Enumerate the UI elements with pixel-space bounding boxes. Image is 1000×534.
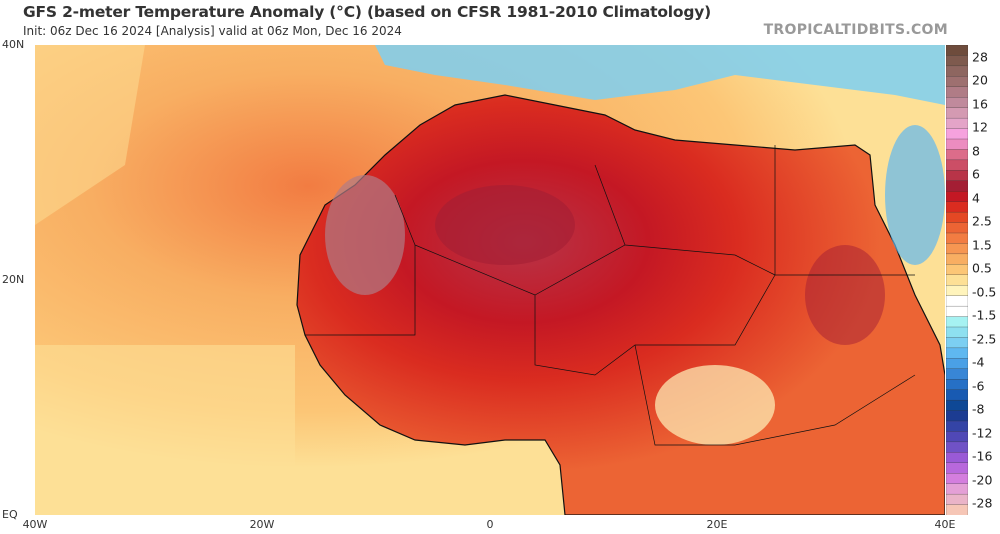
colorbar-swatch (946, 45, 968, 57)
ocean-south-field (35, 345, 295, 515)
colorbar-swatch (946, 243, 968, 255)
colorbar-swatch (946, 222, 968, 234)
colorbar (946, 45, 968, 515)
colorbar-label: -16 (972, 448, 993, 464)
colorbar-label: -12 (972, 425, 993, 441)
colorbar-swatch (946, 462, 968, 474)
colorbar-swatch (946, 389, 968, 401)
colorbar-label: -1.5 (972, 307, 997, 323)
colorbar-label: 6 (972, 166, 980, 182)
colorbar-label: -2.5 (972, 331, 997, 347)
colorbar-swatch (946, 316, 968, 328)
lat-label-eq: EQ (2, 508, 18, 521)
colorbar-swatch (946, 473, 968, 485)
colorbar-label: 12 (972, 119, 988, 135)
colorbar-swatch (946, 117, 968, 130)
colorbar-swatch (946, 191, 968, 203)
colorbar-label: -0.5 (972, 284, 997, 300)
country-borders (305, 145, 916, 446)
lon-label-40w: 40W (22, 518, 48, 531)
colorbar-swatch (946, 170, 968, 182)
colorbar-swatch (946, 305, 968, 318)
lon-label-40e: 40E (934, 518, 956, 531)
colorbar-label: 20 (972, 72, 988, 88)
temperature-anomaly-map[interactable] (35, 45, 945, 515)
colorbar-label: -6 (972, 378, 985, 394)
colorbar-swatch (946, 274, 968, 286)
colorbar-swatch (946, 441, 968, 453)
colorbar-label: 28 (972, 49, 988, 65)
colorbar-swatch (946, 159, 968, 171)
colorbar-swatch (946, 295, 968, 307)
colorbar-label: -8 (972, 401, 985, 417)
lat-label-40n: 40N (2, 38, 25, 51)
colorbar-swatch (946, 232, 968, 245)
colorbar-label: -4 (972, 354, 985, 370)
colorbar-label: 1.5 (972, 237, 992, 253)
colorbar-swatch (946, 76, 968, 88)
colorbar-swatch (946, 483, 968, 495)
colorbar-swatch (946, 431, 968, 443)
lon-label-20w: 20W (249, 518, 275, 531)
colorbar-swatch (946, 368, 968, 380)
colorbar-swatch (946, 452, 968, 464)
colorbar-swatch (946, 358, 968, 370)
colorbar-swatch (946, 180, 968, 192)
colorbar-label: 2.5 (972, 213, 992, 229)
colorbar-swatch (946, 65, 968, 77)
colorbar-swatch (946, 138, 968, 151)
colorbar-swatch (946, 107, 968, 119)
colorbar-swatch (946, 285, 968, 297)
colorbar-swatch (946, 55, 968, 67)
colorbar-swatch (946, 504, 968, 515)
colorbar-label: 0.5 (972, 260, 992, 276)
colorbar-swatch (946, 201, 968, 213)
hot-anomaly-sudan (805, 245, 885, 345)
colorbar-label: 4 (972, 190, 980, 206)
colorbar-label: -28 (972, 495, 993, 511)
map-title: GFS 2-meter Temperature Anomaly (°C) (ba… (23, 3, 712, 21)
colorbar-swatch (946, 347, 968, 359)
lon-label-20e: 20E (706, 518, 728, 531)
colorbar-swatch (946, 128, 968, 140)
colorbar-swatch (946, 420, 968, 433)
colorbar-swatch (946, 264, 968, 276)
colorbar-label: -20 (972, 472, 993, 488)
cool-anomaly-central-africa (655, 365, 775, 445)
colorbar-swatch (946, 253, 968, 265)
colorbar-swatch (946, 211, 968, 224)
lon-label-0: 0 (486, 518, 494, 531)
colorbar-swatch (946, 399, 968, 412)
colorbar-label: 16 (972, 96, 988, 112)
colorbar-swatch (946, 493, 968, 506)
hot-anomaly-west-sahara (325, 175, 405, 295)
colorbar-label: 8 (972, 143, 980, 159)
lat-label-20n: 20N (2, 273, 25, 286)
colorbar-swatch (946, 86, 968, 98)
map-subtitle: Init: 06z Dec 16 2024 [Analysis] valid a… (23, 24, 402, 38)
ocean-west-field (35, 45, 145, 225)
colorbar-swatch (946, 410, 968, 422)
colorbar-swatch (946, 149, 968, 161)
cool-anomaly-red-sea (885, 125, 945, 265)
hot-anomaly-central-sahara (435, 185, 575, 265)
colorbar-swatch (946, 97, 968, 109)
europe-landmass (375, 45, 945, 105)
colorbar-swatch (946, 379, 968, 391)
brand-watermark[interactable]: TROPICALTIDBITS.COM (763, 22, 948, 38)
colorbar-swatch (946, 326, 968, 339)
colorbar-swatch (946, 337, 968, 349)
